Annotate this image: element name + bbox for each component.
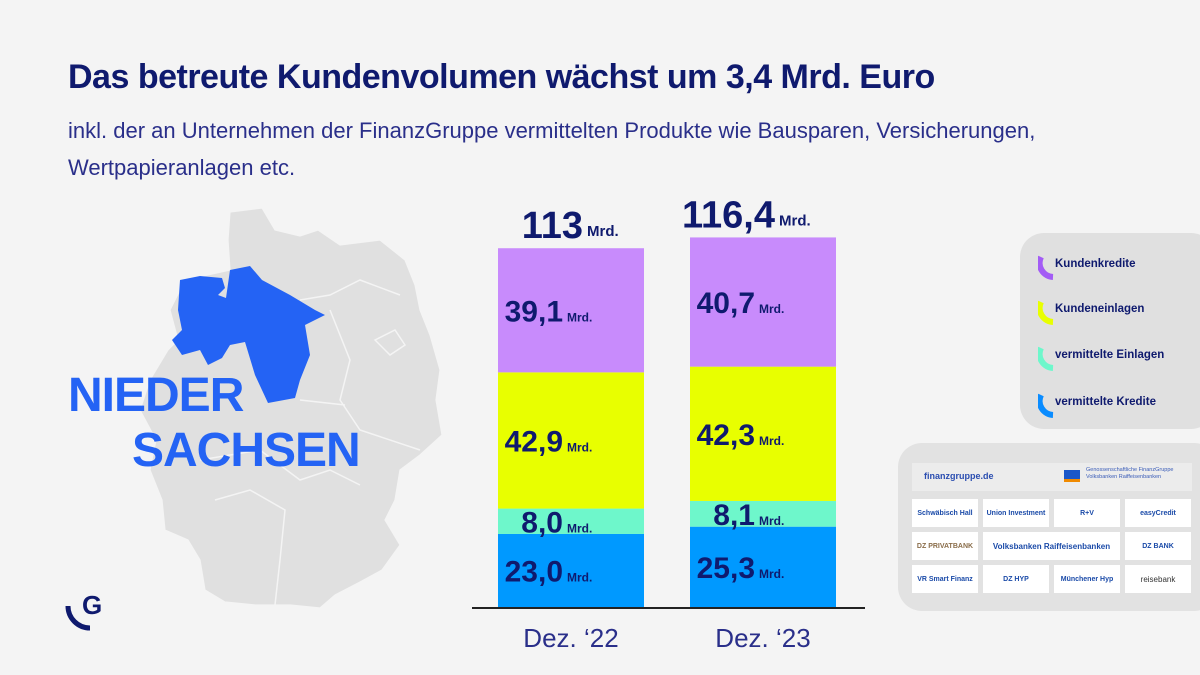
data-label-unit: Mrd.: [567, 521, 592, 535]
data-label: 23,0: [505, 555, 563, 588]
bar-segment: [498, 533, 644, 607]
partner-logo: easyCredit: [1125, 499, 1191, 527]
x-tick-label: Dez. ‘23: [715, 623, 810, 653]
legend-label: Kundeneinlagen: [1055, 303, 1145, 315]
partner-logo: VR Smart Finanz: [912, 565, 978, 593]
bar-segment: [498, 248, 644, 373]
legend-label: Kundenkredite: [1055, 258, 1136, 270]
data-label-unit: Mrd.: [759, 514, 784, 528]
data-label-unit: Mrd.: [759, 302, 784, 316]
legend-swatch-icon: [1038, 255, 1054, 280]
legend-swatch-icon: [1038, 346, 1054, 371]
data-label: 8,0: [521, 506, 563, 539]
page-title: Das betreute Kundenvolumen wächst um 3,4…: [68, 58, 935, 96]
total-label-unit: Mrd.: [779, 212, 811, 229]
vr-logo-icon: [1064, 470, 1080, 482]
data-label: 42,3: [697, 419, 755, 452]
germany-map: [139, 207, 443, 609]
partner-logo: Schwäbisch Hall: [912, 499, 978, 527]
page-subtitle: inkl. der an Unternehmen der FinanzGrupp…: [68, 118, 1036, 180]
bar-segment: [498, 508, 644, 534]
bar-segment: [690, 526, 836, 607]
partner-logo: Volksbanken Raiffeisenbanken: [983, 532, 1120, 560]
legend-label: vermittelte Einlagen: [1055, 349, 1165, 361]
data-label-unit: Mrd.: [567, 570, 592, 584]
logo-arc: [65, 605, 91, 631]
partner-logo: DZ HYP: [983, 565, 1049, 593]
stacked-bar-chart: 23,0 Mrd.8,0 Mrd.42,9 Mrd.39,1 Mrd.113 Mrd.De…: [472, 194, 865, 653]
partner-logo: DZ PRIVATBANK: [912, 532, 978, 560]
data-label: 40,7: [697, 287, 755, 320]
data-label-unit: Mrd.: [567, 440, 592, 454]
partner-logo: DZ BANK: [1125, 532, 1191, 560]
partners-header: finanzgruppe.de Genossenschaftliche Fina…: [912, 463, 1192, 491]
data-label-unit: Mrd.: [567, 310, 592, 324]
state-borders: [199, 279, 421, 606]
total-label-unit: Mrd.: [587, 223, 619, 240]
legend-swatch-icon: [1038, 300, 1054, 325]
data-label: 42,9: [505, 425, 563, 458]
legend-label: vermittelte Kredite: [1055, 396, 1156, 408]
data-label: 39,1: [505, 295, 563, 328]
partner-logos-panel: finanzgruppe.de Genossenschaftliche Fina…: [898, 443, 1200, 611]
niedersachsen-region: [172, 266, 325, 403]
logo-letter: G: [82, 590, 102, 620]
data-label: 25,3: [697, 552, 755, 585]
bar-segment: [690, 366, 836, 501]
finanzgruppe-domain: finanzgruppe.de: [924, 471, 994, 481]
group-name: Genossenschaftliche FinanzGruppe Volksba…: [1064, 467, 1200, 482]
region-name-line2: SACHSEN: [132, 424, 361, 477]
partner-logo: Münchener Hyp: [1054, 565, 1120, 593]
partner-logo: Union Investment: [983, 499, 1049, 527]
bar-segment: [690, 237, 836, 367]
legend-swatch-icon: [1038, 393, 1054, 418]
bar-segment: [690, 500, 836, 527]
partner-logo: R+V: [1054, 499, 1120, 527]
data-label-unit: Mrd.: [759, 567, 784, 581]
total-label: 113: [522, 205, 583, 247]
data-label: 8,1: [713, 499, 755, 532]
data-label-unit: Mrd.: [759, 434, 784, 448]
group-name-text: Genossenschaftliche FinanzGruppe Volksba…: [1086, 467, 1174, 480]
chart-legend: Kundenkredite Kundeneinlagen vermittelte…: [1020, 233, 1200, 429]
total-label: 116,4: [682, 194, 775, 236]
region-name-line1: NIEDER: [68, 369, 244, 422]
partner-logo: reisebank: [1125, 565, 1191, 593]
genossenschaftsverband-logo-icon: G: [65, 590, 102, 631]
bar-segment: [498, 372, 644, 509]
x-tick-label: Dez. ‘22: [523, 623, 618, 653]
